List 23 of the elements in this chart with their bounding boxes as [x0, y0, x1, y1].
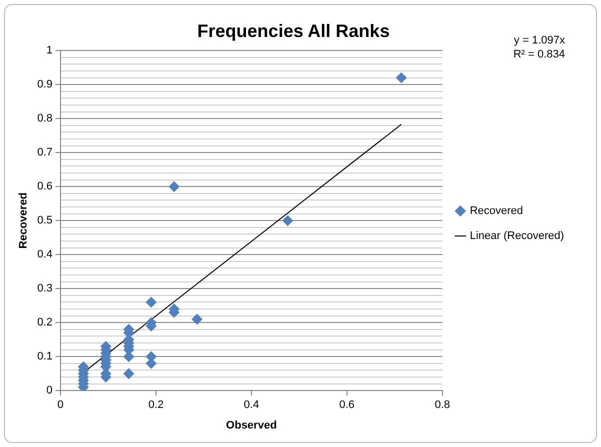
legend-label: Recovered — [470, 205, 524, 218]
y-tick-label: 0.7 — [37, 146, 52, 159]
y-tick-label: 0.1 — [37, 350, 52, 363]
x-tick-label: 0.6 — [339, 399, 355, 412]
text: R² = 0.834 — [513, 48, 565, 61]
x-tick-label: 0.2 — [148, 399, 164, 412]
y-tick-label: 0.4 — [37, 248, 52, 261]
text: y = 1.097x — [514, 34, 566, 47]
legend-label: Linear (Recovered) — [470, 230, 564, 242]
x-tick-label: 0.4 — [244, 399, 260, 412]
y-tick-label: 0.2 — [37, 316, 52, 329]
chart-title: Frequencies All Ranks — [197, 20, 390, 41]
x-axis-title: Observed — [226, 419, 277, 432]
y-tick-label: 0.8 — [37, 112, 52, 125]
x-tick-label: 0 — [57, 399, 64, 412]
y-axis-title: Recovered — [18, 192, 30, 249]
y-tick-label: 1 — [46, 44, 52, 57]
y-tick-label: 0 — [46, 384, 52, 397]
x-tick-label: 0.8 — [434, 399, 450, 412]
y-tick-label: 0.3 — [37, 282, 52, 295]
y-tick-label: 0.9 — [37, 78, 52, 91]
y-tick-label: 0.6 — [37, 180, 52, 193]
y-tick-label: 0.5 — [37, 214, 52, 227]
